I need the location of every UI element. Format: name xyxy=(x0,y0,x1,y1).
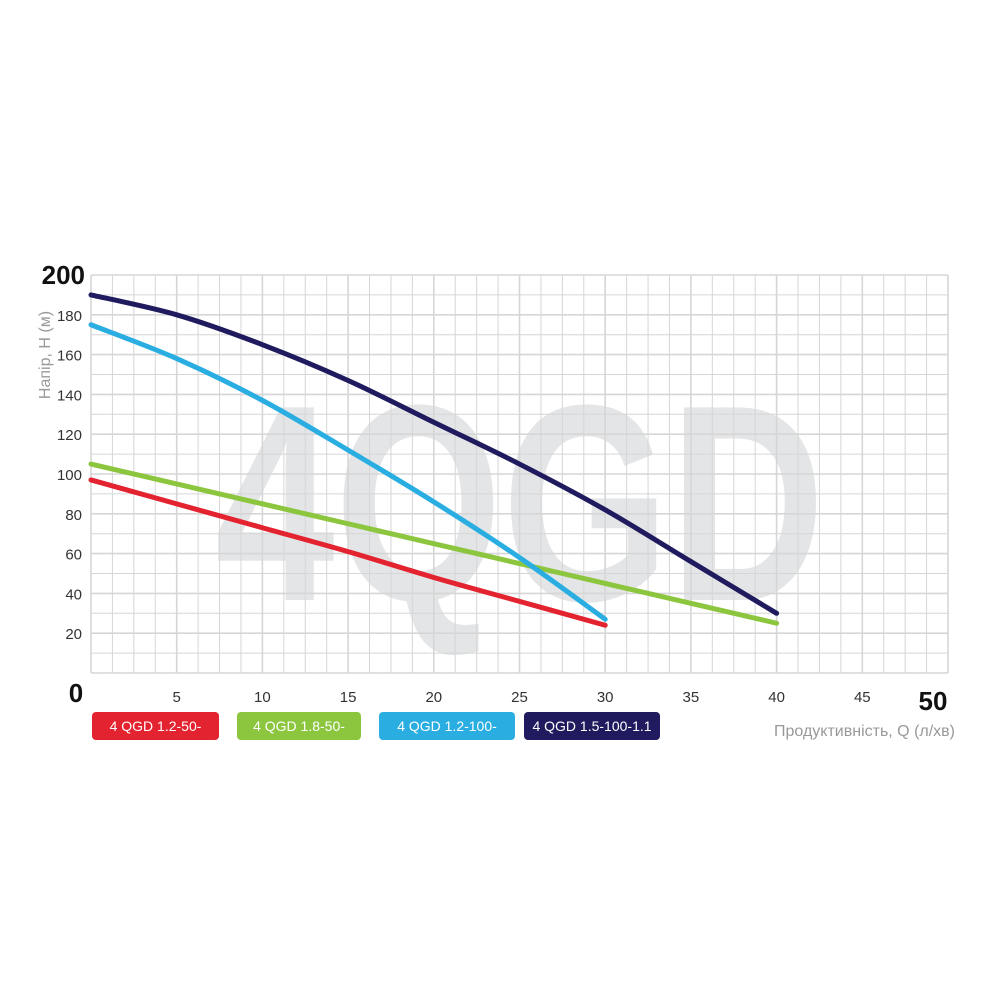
legend-item-4: 4 QGD 1.5-100-1.1 xyxy=(524,712,660,740)
legend-item-2: 4 QGD 1.8-50-0.5 xyxy=(237,712,361,762)
grid xyxy=(90,274,949,674)
x-tick-label: 10 xyxy=(254,689,271,706)
x-tick-label: 30 xyxy=(597,689,614,706)
x-tick-label: 15 xyxy=(340,689,357,706)
origin-label: 0 xyxy=(69,678,83,708)
series-line-1 xyxy=(88,477,608,628)
y-tick-label: 140 xyxy=(57,387,82,404)
y-tick-label: 180 xyxy=(57,308,82,325)
x-tick-label: 35 xyxy=(683,689,700,706)
x-tick-label: 25 xyxy=(511,689,528,706)
y-tick-label: 160 xyxy=(57,348,82,365)
series-line-2 xyxy=(88,461,780,626)
y-tick-label: 40 xyxy=(65,586,82,603)
x-axis-label: Продуктивність, Q (л/хв) xyxy=(774,723,955,740)
y-tick-label: 60 xyxy=(65,547,82,564)
x-tick-label: 50 xyxy=(919,686,948,716)
legend-item-3: 4 QGD 1.2-100-0.75 xyxy=(379,712,515,762)
y-tick-label: 200 xyxy=(42,260,85,290)
y-tick-label: 100 xyxy=(57,467,82,484)
y-axis-label: Напір, H (м) xyxy=(37,311,54,399)
series-line-3 xyxy=(88,322,608,622)
x-tick-label: 45 xyxy=(854,689,871,706)
x-tick-label: 20 xyxy=(425,689,442,706)
legend-item-1: 4 QGD 1.2-50-0.37 xyxy=(92,712,219,762)
y-tick-label: 120 xyxy=(57,427,82,444)
y-tick-label: 20 xyxy=(65,626,82,643)
x-tick-label: 5 xyxy=(173,689,181,706)
series-line-4 xyxy=(88,292,780,616)
y-tick-label: 80 xyxy=(65,507,82,524)
x-tick-label: 40 xyxy=(768,689,785,706)
